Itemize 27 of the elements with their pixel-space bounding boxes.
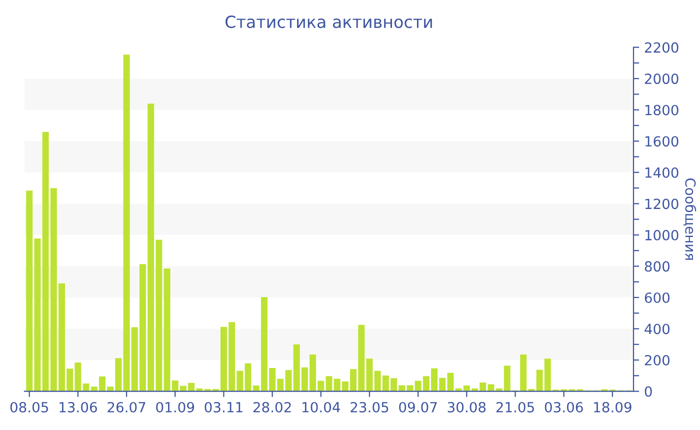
y-tick-label: 600 [644, 292, 670, 303]
y-tick-label: 2000 [644, 74, 678, 84]
x-tick-label: 21.05 [496, 402, 534, 412]
x-tick-label: 13.06 [60, 402, 97, 412]
y-tick-label: 800 [644, 261, 670, 272]
y-axis-title: Сообщения [683, 178, 696, 260]
x-tick-label: 30.08 [448, 402, 486, 412]
y-tick-label: 2200 [644, 42, 678, 53]
y-tick-label: 1000 [645, 230, 678, 240]
chart-title: Статистика активности [226, 15, 432, 28]
x-tick-label: 03.06 [544, 402, 583, 412]
x-tick-label: 23.05 [350, 402, 388, 412]
x-tick-label: 08.05 [10, 402, 48, 412]
y-tick-label: 200 [644, 354, 670, 366]
x-tick-label: 26.07 [108, 402, 146, 412]
x-tick-label: 09.07 [399, 402, 437, 412]
x-tick-label: 18.09 [594, 402, 632, 412]
y-tick-label: 1200 [645, 198, 678, 210]
x-tick-label: 01.09 [156, 402, 194, 412]
y-tick-label: 1800 [645, 104, 678, 116]
y-tick-label: 1600 [645, 136, 678, 147]
x-tick-label: 10.04 [302, 402, 340, 412]
x-tick-label: 28.02 [253, 402, 291, 412]
x-tick-label: 03.11 [204, 402, 242, 412]
y-tick-label: 400 [644, 324, 670, 334]
y-tick-label: 1400 [645, 167, 678, 178]
y-tick-label: 0 [644, 386, 652, 397]
